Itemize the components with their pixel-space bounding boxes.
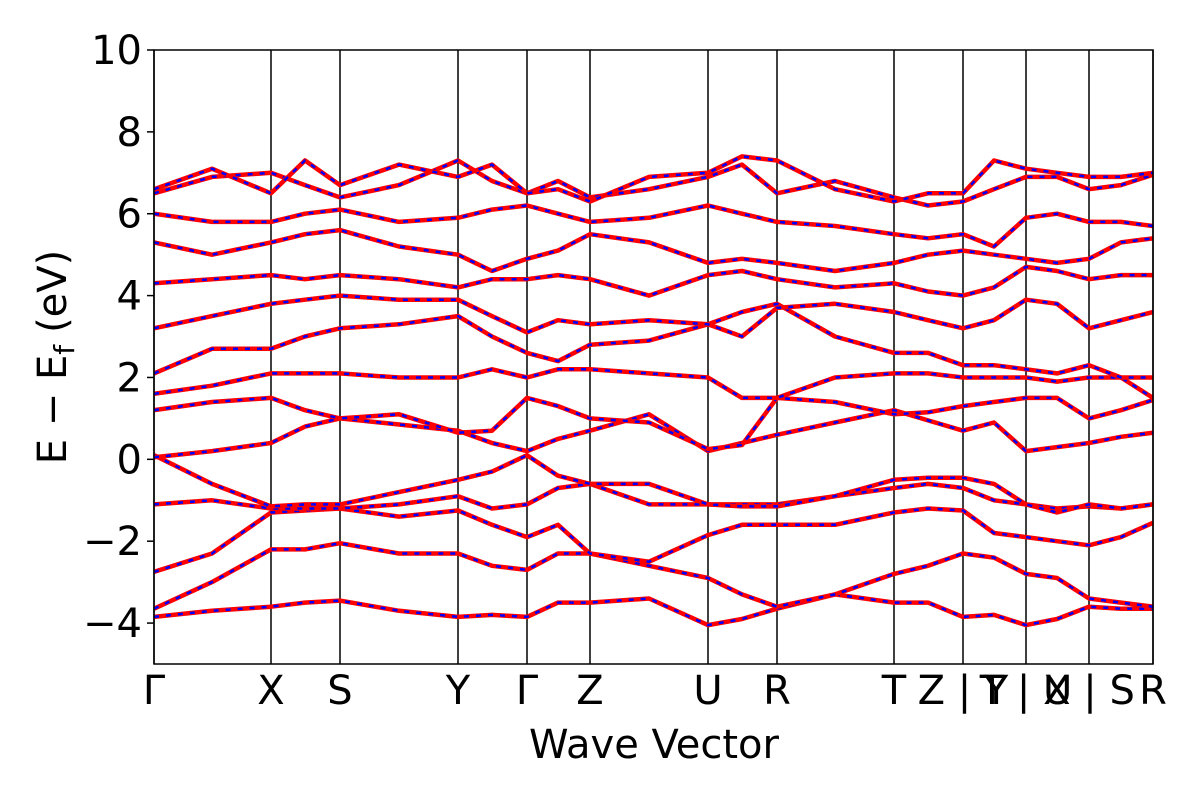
y-tick-label: 10 — [91, 28, 142, 74]
x-tick-label: T | U — [979, 668, 1073, 714]
plot-frame — [153, 49, 1154, 665]
band-line — [154, 203, 1153, 249]
x-tick-label: T — [881, 668, 907, 714]
x-tick-label: Z | Y — [918, 668, 1009, 714]
x-tick-label: X — [257, 668, 284, 714]
y-tick-label: 2 — [117, 355, 142, 401]
x-tick-label: Z — [576, 668, 603, 714]
x-tick-label: S — [327, 668, 352, 714]
band-overlay — [154, 265, 1153, 297]
band-overlay — [154, 541, 1153, 610]
band-line — [154, 367, 1153, 401]
band-overlay — [154, 453, 1153, 514]
x-tick-label: Γ — [516, 668, 539, 714]
y-tick-label: 4 — [117, 274, 142, 320]
x-tick-label: R — [763, 668, 791, 714]
band-line — [154, 158, 1153, 208]
y-tick-label: 6 — [117, 192, 142, 238]
x-tick-label: Y — [445, 668, 471, 714]
y-tick-label: 0 — [117, 437, 142, 483]
band-line — [154, 264, 1153, 298]
x-tick-label: R — [1139, 668, 1167, 714]
y-label-sub: f — [48, 344, 81, 355]
x-axis-label: Wave Vector — [529, 722, 780, 768]
band-line — [154, 395, 1153, 452]
x-tick-label: Γ — [143, 668, 166, 714]
y-tick-label: 8 — [117, 110, 142, 156]
y-axis-label: E − Ef (eV) — [30, 250, 81, 465]
band-line — [154, 227, 1153, 274]
x-tick-label: U — [693, 668, 722, 714]
band-line — [154, 293, 1153, 339]
y-tick-label: −4 — [83, 601, 142, 647]
y-label-main: E − E — [30, 355, 76, 465]
band-overlay — [154, 294, 1153, 338]
band-overlay — [154, 396, 1153, 451]
y-tick-label: −2 — [83, 519, 142, 565]
band-overlay — [154, 593, 1153, 627]
y-label-unit: (eV) — [30, 250, 76, 333]
band-line — [154, 592, 1153, 628]
band-line — [154, 154, 1153, 204]
band-line — [154, 407, 1153, 460]
x-tick-label: X | S — [1043, 668, 1135, 714]
band-overlay — [154, 159, 1153, 207]
bands — [154, 154, 1153, 628]
